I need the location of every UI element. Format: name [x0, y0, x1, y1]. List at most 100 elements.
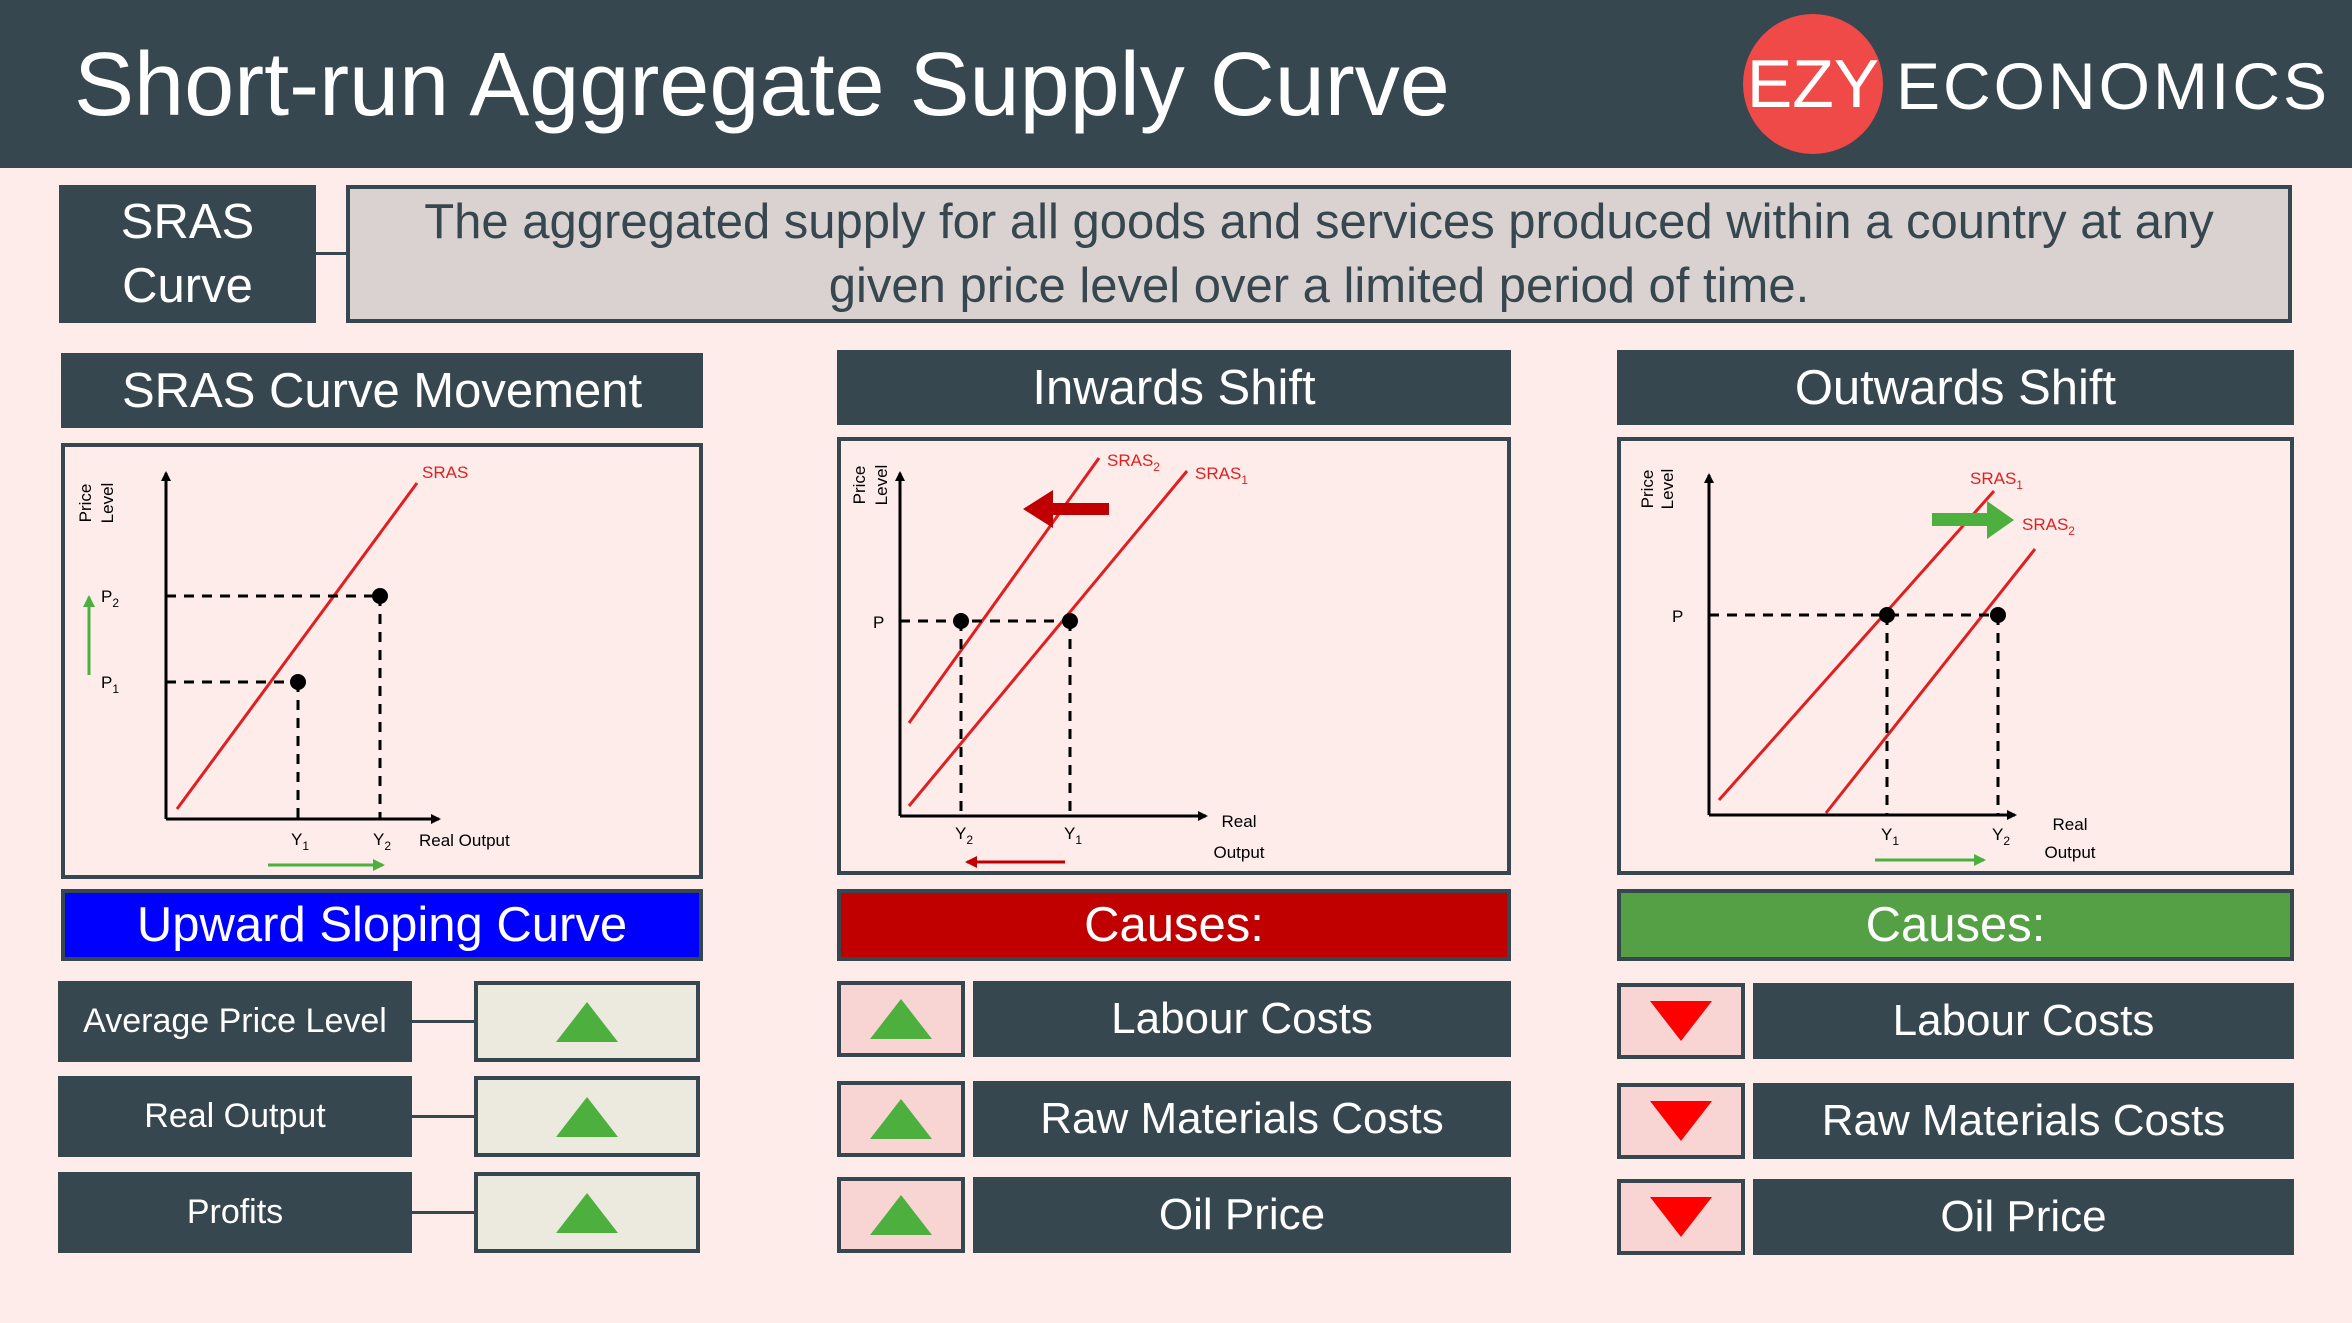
sras2-label-sub: 2 [1153, 460, 1160, 474]
outwards-diagram: Price Level P SRAS1 SRAS2 Y1 Y2 Real Out… [1617, 437, 2294, 875]
definition-box: The aggregated supply for all goods and … [346, 185, 2292, 323]
tick-y1: Y1 [1064, 824, 1082, 847]
tick-p1: P1 [101, 673, 119, 696]
tick-y2: Y2 [1992, 825, 2010, 848]
definition-term: SRAS Curve [59, 185, 316, 323]
sras1-label-main: SRAS [1970, 469, 2016, 488]
movement-row-label-profits: Profits [58, 1172, 412, 1253]
movement-panel-title: SRAS Curve Movement [61, 353, 703, 428]
definition-text: The aggregated supply for all goods and … [424, 195, 2214, 313]
tick-y1-sub: 1 [302, 839, 309, 853]
inwards-cause-oil: Oil Price [973, 1177, 1511, 1253]
movement-indicator-price [474, 981, 700, 1062]
definition-connector [316, 252, 346, 255]
y-label-price: Price [1638, 470, 1657, 509]
movement-row-label-price: Average Price Level [58, 981, 412, 1062]
page-title: Short-run Aggregate Supply Curve [74, 35, 1450, 135]
outwards-indicator-oil [1617, 1179, 1745, 1255]
tick-p: P [1672, 607, 1683, 626]
logo-circle-icon [1743, 14, 1883, 154]
down-triangle-icon [1650, 1001, 1712, 1041]
outwards-panel-title: Outwards Shift [1617, 350, 2294, 425]
tick-p1-sub: 1 [112, 682, 119, 696]
sras2-label: SRAS2 [2022, 515, 2075, 538]
inwards-diagram: Price Level P SRAS2 SRAS1 Y2 Y1 Real Out… [837, 437, 1511, 875]
tick-y1-sub: 1 [1892, 834, 1899, 848]
outwards-cause-raw-materials: Raw Materials Costs [1753, 1083, 2294, 1159]
x-label-real: Real [2053, 815, 2088, 834]
y-label-price: Price [76, 484, 95, 523]
up-triangle-icon [556, 1001, 618, 1042]
logo-ezy-text: EZY [1746, 46, 1880, 122]
point-1 [290, 674, 306, 690]
sras1-curve [1717, 490, 1996, 801]
tick-y1-main: Y [291, 830, 302, 849]
logo-economics-text: ECONOMICS [1896, 49, 2331, 123]
point-sras1 [1879, 607, 1895, 623]
inwards-indicator-oil [837, 1177, 965, 1253]
sras-curve [175, 482, 419, 810]
sras2-curve [1824, 548, 2037, 814]
inwards-causes-banner: Causes: [837, 889, 1511, 961]
tick-y2-main: Y [1992, 825, 2003, 844]
y-label-level: Level [872, 465, 891, 506]
tick-y1: Y1 [291, 830, 309, 853]
tick-p2-main: P [101, 587, 112, 606]
down-triangle-icon [1650, 1197, 1712, 1237]
shift-left-arrow-icon [1023, 490, 1109, 528]
tick-y1-sub: 1 [1075, 833, 1082, 847]
point-sras2 [1990, 607, 2006, 623]
up-triangle-icon [870, 999, 932, 1039]
row-connector [412, 1115, 474, 1118]
tick-p: P [873, 613, 884, 632]
outwards-indicator-raw-materials [1617, 1083, 1745, 1159]
x-label-real: Real [1222, 812, 1257, 831]
movement-row-label-output: Real Output [58, 1076, 412, 1157]
sras1-label: SRAS1 [1195, 464, 1248, 487]
header-bar [0, 0, 2352, 168]
inwards-cause-labour: Labour Costs [973, 981, 1511, 1057]
curve-label-sras: SRAS [422, 463, 468, 482]
sras1-label-sub: 1 [1241, 473, 1248, 487]
movement-indicator-output [474, 1076, 700, 1157]
tick-y2-sub: 2 [384, 839, 391, 853]
outwards-cause-oil: Oil Price [1753, 1179, 2294, 1255]
sras2-curve [907, 457, 1101, 724]
y-label-price: Price [850, 466, 869, 505]
sras2-label-sub: 2 [2068, 524, 2075, 538]
point-sras2 [953, 613, 969, 629]
tick-y2-main: Y [955, 824, 966, 843]
inwards-cause-raw-materials: Raw Materials Costs [973, 1081, 1511, 1157]
x-label: Real Output [419, 831, 510, 850]
point-2 [372, 588, 388, 604]
definition-term-line2: Curve [122, 259, 253, 313]
movement-indicator-profits [474, 1172, 700, 1253]
inwards-panel-title: Inwards Shift [837, 350, 1511, 425]
inwards-indicator-raw-materials [837, 1081, 965, 1157]
tick-p2: P2 [101, 587, 119, 610]
tick-y1-main: Y [1881, 825, 1892, 844]
sras2-label-main: SRAS [1107, 451, 1153, 470]
y-label-level: Level [1658, 469, 1677, 510]
tick-y2: Y2 [955, 824, 973, 847]
point-sras1 [1062, 613, 1078, 629]
row-connector [412, 1020, 474, 1023]
sras1-label: SRAS1 [1970, 469, 2023, 492]
sras2-label-main: SRAS [2022, 515, 2068, 534]
tick-y2: Y2 [373, 830, 391, 853]
sras1-curve [907, 470, 1189, 807]
definition-term-line1: SRAS [120, 195, 255, 249]
down-triangle-icon [1650, 1101, 1712, 1141]
tick-y2-sub: 2 [966, 833, 973, 847]
tick-y1: Y1 [1881, 825, 1899, 848]
sras1-label-sub: 1 [2016, 478, 2023, 492]
tick-y2-sub: 2 [2003, 834, 2010, 848]
sras2-label: SRAS2 [1107, 451, 1160, 474]
movement-banner: Upward Sloping Curve [61, 889, 703, 961]
sras1-label-main: SRAS [1195, 464, 1241, 483]
up-triangle-icon [870, 1099, 932, 1139]
tick-p1-main: P [101, 673, 112, 692]
tick-p2-sub: 2 [112, 596, 119, 610]
tick-y2-main: Y [373, 830, 384, 849]
tick-y1-main: Y [1064, 824, 1075, 843]
